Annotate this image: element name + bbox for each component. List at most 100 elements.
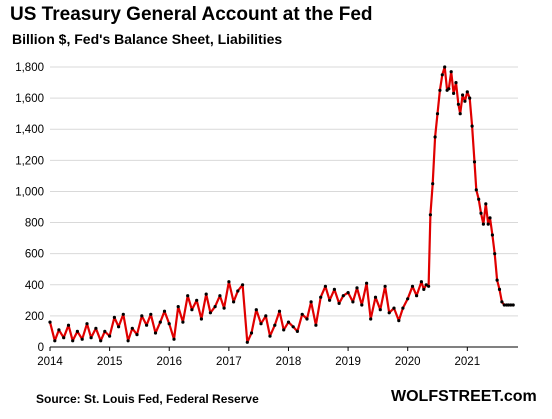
y-tick-label: 600 [25, 249, 44, 261]
data-point [140, 314, 144, 318]
data-point [495, 278, 499, 282]
chart-title: US Treasury General Account at the Fed [10, 4, 373, 25]
data-point [486, 222, 490, 226]
data-point [484, 202, 488, 206]
data-point [387, 311, 391, 315]
data-point [176, 305, 180, 309]
data-point [232, 300, 236, 304]
y-tick-label: 1,200 [15, 155, 44, 167]
data-point [199, 317, 203, 321]
data-point [351, 300, 355, 304]
data-point [332, 287, 336, 291]
data-point [268, 334, 272, 338]
data-point [433, 135, 437, 139]
series-line [48, 65, 514, 344]
data-point [431, 182, 435, 186]
y-axis: 0 200 400 600 800 1,000 1,200 1,400 1,600 1,800 [15, 62, 44, 354]
data-point [458, 112, 462, 116]
data-point [424, 283, 428, 287]
data-point [245, 340, 249, 344]
data-point [75, 329, 79, 333]
data-point [461, 93, 465, 97]
data-point [465, 90, 469, 94]
data-point [360, 303, 364, 307]
data-point [415, 294, 419, 298]
data-point [422, 287, 426, 291]
data-point [481, 222, 485, 226]
data-point [410, 284, 415, 288]
data-point [502, 303, 506, 307]
data-point [511, 303, 515, 307]
data-point [365, 281, 369, 285]
data-point [286, 320, 291, 324]
data-point [392, 306, 396, 310]
x-tick-label: 2016 [156, 356, 182, 368]
data-point [126, 339, 130, 343]
x-tick-label: 2020 [395, 356, 421, 368]
data-point [254, 308, 258, 312]
data-point [500, 300, 504, 304]
data-point [130, 326, 134, 330]
data-point [373, 295, 378, 299]
data-point [135, 333, 139, 337]
data-point [477, 197, 481, 201]
y-tick-label: 1,000 [15, 186, 44, 198]
data-point [162, 309, 167, 313]
y-tick-label: 200 [25, 311, 44, 323]
data-point [218, 294, 222, 298]
data-point [341, 294, 345, 298]
data-point [259, 322, 263, 326]
data-point [291, 325, 295, 329]
data-point [85, 322, 89, 326]
x-tick-label: 2019 [335, 356, 361, 368]
data-point [181, 320, 185, 324]
data-point [369, 317, 373, 321]
data-point [167, 322, 171, 326]
data-point [57, 328, 61, 332]
y-tick-label: 0 [38, 342, 44, 354]
data-point [406, 297, 410, 301]
data-point [328, 298, 332, 302]
data-point [468, 96, 472, 100]
data-point [447, 87, 451, 91]
data-point [277, 309, 282, 313]
data-point [346, 291, 350, 295]
data-point [314, 323, 318, 327]
data-point [438, 88, 442, 92]
data-point [108, 334, 112, 338]
data-point [428, 213, 432, 217]
data-point [153, 331, 158, 335]
data-point [479, 211, 483, 215]
data-point [186, 294, 190, 298]
grid-lines [50, 66, 518, 348]
brand-logo-text: WOLFSTREET.com [391, 388, 537, 405]
data-point [300, 312, 304, 316]
source-note: Source: St. Louis Fed, Federal Reserve [36, 392, 259, 406]
data-point [71, 339, 75, 343]
data-point [427, 284, 431, 288]
data-point [397, 319, 401, 323]
data-point [241, 283, 245, 287]
data-point [378, 308, 382, 312]
x-tick-label: 2018 [276, 356, 302, 368]
data-point [488, 216, 492, 220]
data-point [443, 65, 447, 69]
data-point [222, 306, 226, 310]
data-point [158, 320, 162, 324]
data-point [112, 315, 116, 319]
data-point [509, 303, 513, 307]
data-point [236, 289, 240, 293]
data-point [264, 314, 268, 318]
data-point [273, 323, 277, 327]
data-point [305, 317, 309, 321]
data-point [337, 301, 341, 305]
data-point [204, 292, 208, 296]
data-point [295, 329, 299, 333]
data-point [103, 329, 107, 333]
data-point [89, 336, 93, 340]
data-point [323, 284, 327, 288]
data-point [452, 91, 456, 95]
data-point [472, 160, 477, 164]
data-point [195, 298, 199, 302]
